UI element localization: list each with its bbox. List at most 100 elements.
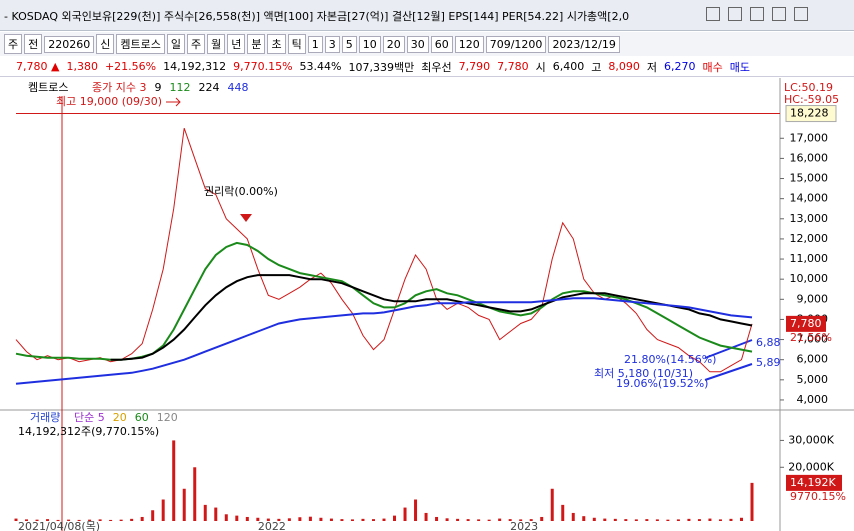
quote-field: 최우선 — [421, 60, 452, 74]
toolbar-button[interactable]: 월 — [207, 34, 226, 54]
volume-bar — [550, 488, 554, 521]
toolbar-button[interactable]: 2023/12/19 — [548, 35, 620, 53]
toolbar-button[interactable]: 3 — [324, 35, 340, 53]
y-tick-label: 4,000 — [797, 393, 829, 406]
quote-field: 7,790 — [458, 60, 491, 73]
volume-bar — [371, 519, 375, 521]
quote-field: 7,780 ▲ — [16, 60, 60, 73]
toolbar-button[interactable]: 10 — [358, 35, 381, 53]
series-line — [110, 274, 753, 361]
y-tick-label: 17,000 — [790, 131, 829, 144]
volume-bar — [424, 512, 428, 521]
toolbar-button[interactable]: 120 — [454, 35, 484, 53]
volume-bar — [571, 512, 575, 521]
quote-field: 8,090 — [608, 60, 640, 73]
icon[interactable] — [728, 7, 742, 21]
legend-entry: 120 — [157, 411, 178, 424]
volume-bar — [308, 516, 312, 521]
quote-field[interactable]: 매수 — [702, 60, 723, 74]
title-bar: - KOSDAQ 외국인보유[229(천)] 주식수[26,558(천)] 액면… — [0, 0, 854, 31]
last-label: 14,192K — [790, 476, 836, 489]
volume-bar — [77, 519, 81, 521]
toolbar-button[interactable]: 20 — [382, 35, 405, 53]
toolbar-button[interactable]: 틱 — [287, 34, 306, 54]
volume-bar — [350, 519, 354, 521]
volume-bar — [193, 467, 197, 521]
toolbar-button[interactable]: 분 — [247, 34, 266, 54]
quote-field: 7,780 — [497, 60, 529, 73]
legend-entry: 단순 5 — [74, 411, 105, 424]
legend-entry: 9 — [154, 81, 161, 94]
ref-box — [785, 105, 837, 123]
toolbar-button[interactable]: 년 — [227, 34, 246, 54]
toolbar-button[interactable]: 초 — [267, 34, 286, 54]
volume-bar — [666, 519, 670, 521]
ref-label: 18,228 — [790, 107, 829, 120]
volume-bar — [529, 519, 533, 521]
last-change: 9770.15% — [790, 490, 846, 503]
volume-bar — [161, 499, 165, 521]
toolbar-button[interactable]: 30 — [406, 35, 429, 53]
volume-bar — [403, 507, 407, 521]
quote-field: 6,400 — [552, 60, 585, 73]
volume-bar — [182, 488, 186, 521]
toolbar-button[interactable]: 일 — [166, 34, 185, 54]
volume-bar — [287, 518, 291, 521]
icon[interactable] — [772, 7, 786, 21]
x-tick-label: 2022 — [258, 520, 286, 531]
volume-bar — [582, 516, 586, 521]
y-tick-label: 10,000 — [790, 272, 829, 285]
volume-bar — [56, 519, 60, 521]
toolbar-button[interactable]: 켐트로스 — [116, 34, 165, 54]
volume-bar — [624, 519, 628, 521]
quote-field[interactable]: 매도 — [729, 60, 750, 74]
quote-row: 7,780 ▲ 1,380 +21.56% 14,192,312 9,770.15% 53… — [0, 57, 854, 77]
icon[interactable] — [794, 7, 808, 21]
toolbar-button[interactable]: 전 — [24, 34, 43, 54]
volume-bar — [466, 519, 470, 521]
legend-entry: 224 — [198, 81, 219, 94]
volume-bar — [508, 519, 512, 521]
toolbar-button[interactable]: 주 — [186, 34, 206, 54]
quote-field: 107,339백만 — [348, 60, 415, 74]
volume-bar — [119, 519, 123, 521]
volume-bar — [445, 518, 449, 521]
y-tick-label: 7,000 — [797, 333, 829, 346]
y-tick-label: 14,000 — [790, 192, 829, 205]
volume-bar — [540, 516, 544, 521]
volume-bar — [361, 518, 365, 521]
volume-bar — [14, 518, 18, 521]
volume-bar — [435, 516, 439, 521]
volume-bar — [25, 519, 29, 521]
icon[interactable] — [706, 7, 720, 21]
volume-bar — [634, 519, 638, 521]
toolbar-button[interactable]: 신 — [96, 34, 115, 54]
y-tick-label: 30,000K — [788, 433, 834, 446]
toolbar-button[interactable]: 709/1200 — [485, 35, 547, 53]
quote-field: 14,192,312 — [163, 60, 227, 73]
series-line — [15, 297, 753, 385]
volume-bar — [645, 519, 649, 521]
legend-entry: 20 — [113, 411, 127, 424]
icon[interactable] — [750, 7, 764, 21]
y-tick-label: 15,000 — [790, 172, 829, 185]
volume-bar — [140, 516, 144, 521]
volume-bar — [687, 518, 691, 521]
volume-bar — [487, 519, 491, 521]
volume-bar — [46, 519, 50, 521]
volume-bar — [214, 507, 218, 521]
quote-field: 저 — [646, 60, 657, 74]
annotation: 6,88 — [756, 336, 781, 349]
toolbar-button[interactable]: 220260 — [44, 35, 95, 53]
toolbar-button[interactable]: 1 — [307, 35, 323, 53]
toolbar-button[interactable]: 주 — [4, 34, 23, 54]
annotation: 19.06%(19.52%) — [616, 377, 708, 390]
volume-bar — [739, 517, 743, 521]
volume-bar — [676, 519, 680, 521]
legend-title: 거래량 — [30, 411, 60, 424]
window-icons — [706, 7, 846, 23]
volume-bar — [98, 519, 102, 521]
toolbar-button[interactable]: 60 — [430, 35, 453, 53]
toolbar-button[interactable]: 5 — [341, 35, 357, 53]
y-tick-label: 11,000 — [790, 252, 829, 265]
